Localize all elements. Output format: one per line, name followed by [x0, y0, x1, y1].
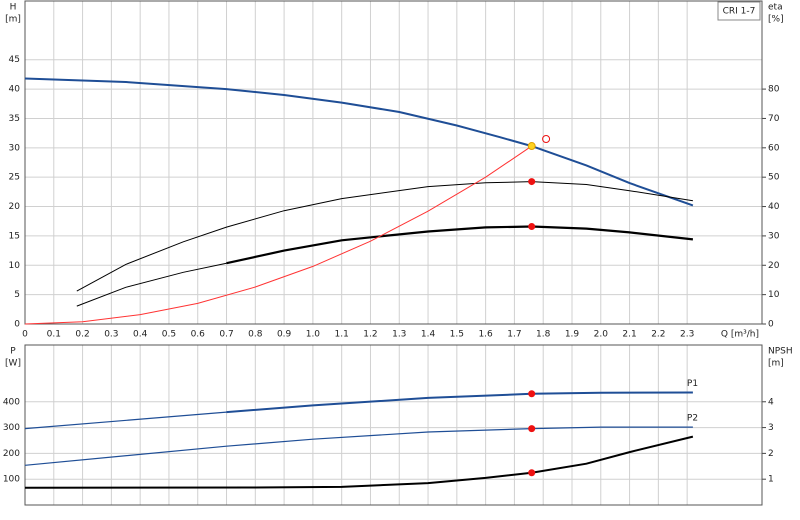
- x-tick-label: 0.6: [191, 330, 206, 340]
- y2-tick-label: 70: [768, 114, 780, 124]
- operating-point: [528, 469, 536, 477]
- plot-area: [25, 1, 762, 324]
- x-tick-label: 0.8: [248, 330, 263, 340]
- curve: [24, 435, 694, 489]
- y2-tick-label: 3: [768, 423, 774, 433]
- y-tick-label: 100: [3, 475, 20, 485]
- y-axis-label: [m]: [5, 15, 21, 25]
- x-tick-label: 0.3: [104, 330, 118, 340]
- y-tick-label: 5: [14, 290, 20, 300]
- x-tick-label: 0.5: [162, 330, 176, 340]
- curve: [24, 145, 532, 325]
- x-tick-label: 1.7: [507, 330, 521, 340]
- legend-box: [717, 1, 761, 21]
- curve: [24, 77, 694, 207]
- x-tick-label: 2.1: [622, 330, 636, 340]
- operating-point: [528, 223, 536, 231]
- y2-tick-label: 0: [768, 320, 774, 330]
- x-tick-label: 0.2: [75, 330, 89, 340]
- curve: [76, 262, 227, 307]
- operating-point: [527, 142, 536, 151]
- curve-label: P1: [687, 379, 698, 389]
- x-tick-label: 2.3: [680, 330, 694, 340]
- x-tick-label: 1.5: [450, 330, 464, 340]
- y2-tick-label: 50: [768, 173, 780, 183]
- y2-tick-label: 60: [768, 143, 780, 153]
- y2-tick-label: 40: [768, 202, 780, 212]
- x-tick-label: 1.2: [363, 330, 377, 340]
- y-tick-label: 25: [9, 173, 20, 183]
- x-tick-label: 1.1: [335, 330, 349, 340]
- y2-tick-label: 1: [768, 475, 774, 485]
- y-tick-label: 200: [3, 449, 20, 459]
- y-tick-label: 400: [3, 397, 20, 407]
- x-tick-label: 1.0: [306, 330, 321, 340]
- y-tick-label: 45: [9, 55, 20, 65]
- y-tick-label: 0: [14, 320, 20, 330]
- y2-tick-label: 80: [768, 85, 780, 95]
- y2-axis-label: [m]: [768, 359, 784, 369]
- curve-label: P2: [687, 414, 698, 424]
- curve: [226, 391, 693, 414]
- y-tick-label: 20: [9, 202, 21, 212]
- x-tick-label: 2.0: [594, 330, 609, 340]
- x-tick-label: 1.6: [478, 330, 493, 340]
- legend-text: CRI 1-7: [723, 7, 756, 17]
- y2-axis-label: eta: [768, 3, 783, 13]
- curve: [76, 181, 693, 292]
- x-tick-label: 0.4: [133, 330, 148, 340]
- curve: [24, 426, 693, 466]
- x-tick-label: 1.9: [565, 330, 580, 340]
- curve: [24, 411, 227, 430]
- x-tick-label: 0.7: [219, 330, 233, 340]
- x-tick-label: 2.2: [651, 330, 665, 340]
- curve: [226, 225, 694, 265]
- plot-frame: [24, 0, 763, 325]
- x-tick-label: 0.1: [47, 330, 61, 340]
- y2-tick-label: 30: [768, 231, 780, 241]
- y2-axis-label: NPSH: [768, 347, 793, 357]
- y2-tick-label: 20: [768, 261, 780, 271]
- y-tick-label: 300: [3, 423, 20, 433]
- plot-frame: [24, 344, 763, 506]
- y-axis-label: P: [10, 347, 16, 357]
- operating-point: [542, 135, 551, 144]
- x-tick-label: 1.4: [421, 330, 436, 340]
- y2-tick-label: 2: [768, 449, 774, 459]
- y-tick-label: 30: [9, 143, 21, 153]
- operating-point: [528, 390, 536, 398]
- y2-tick-label: 10: [768, 290, 780, 300]
- y-axis-label: [W]: [5, 359, 21, 369]
- x-tick-label: 1.3: [392, 330, 406, 340]
- y-tick-label: 35: [9, 114, 20, 124]
- x-axis-label: Q [m³/h]: [721, 330, 759, 340]
- y2-tick-label: 4: [768, 397, 774, 407]
- y-tick-label: 10: [9, 261, 21, 271]
- y-tick-label: 15: [9, 231, 20, 241]
- y-tick-label: 40: [9, 85, 21, 95]
- operating-point: [528, 178, 536, 186]
- x-tick-label: 0: [22, 330, 28, 340]
- y2-axis-label: [%]: [768, 15, 784, 25]
- x-tick-label: 1.8: [536, 330, 551, 340]
- operating-point: [528, 425, 536, 433]
- x-tick-label: 0.9: [277, 330, 292, 340]
- plot-area: [25, 345, 762, 505]
- y-axis-label: H: [10, 3, 17, 13]
